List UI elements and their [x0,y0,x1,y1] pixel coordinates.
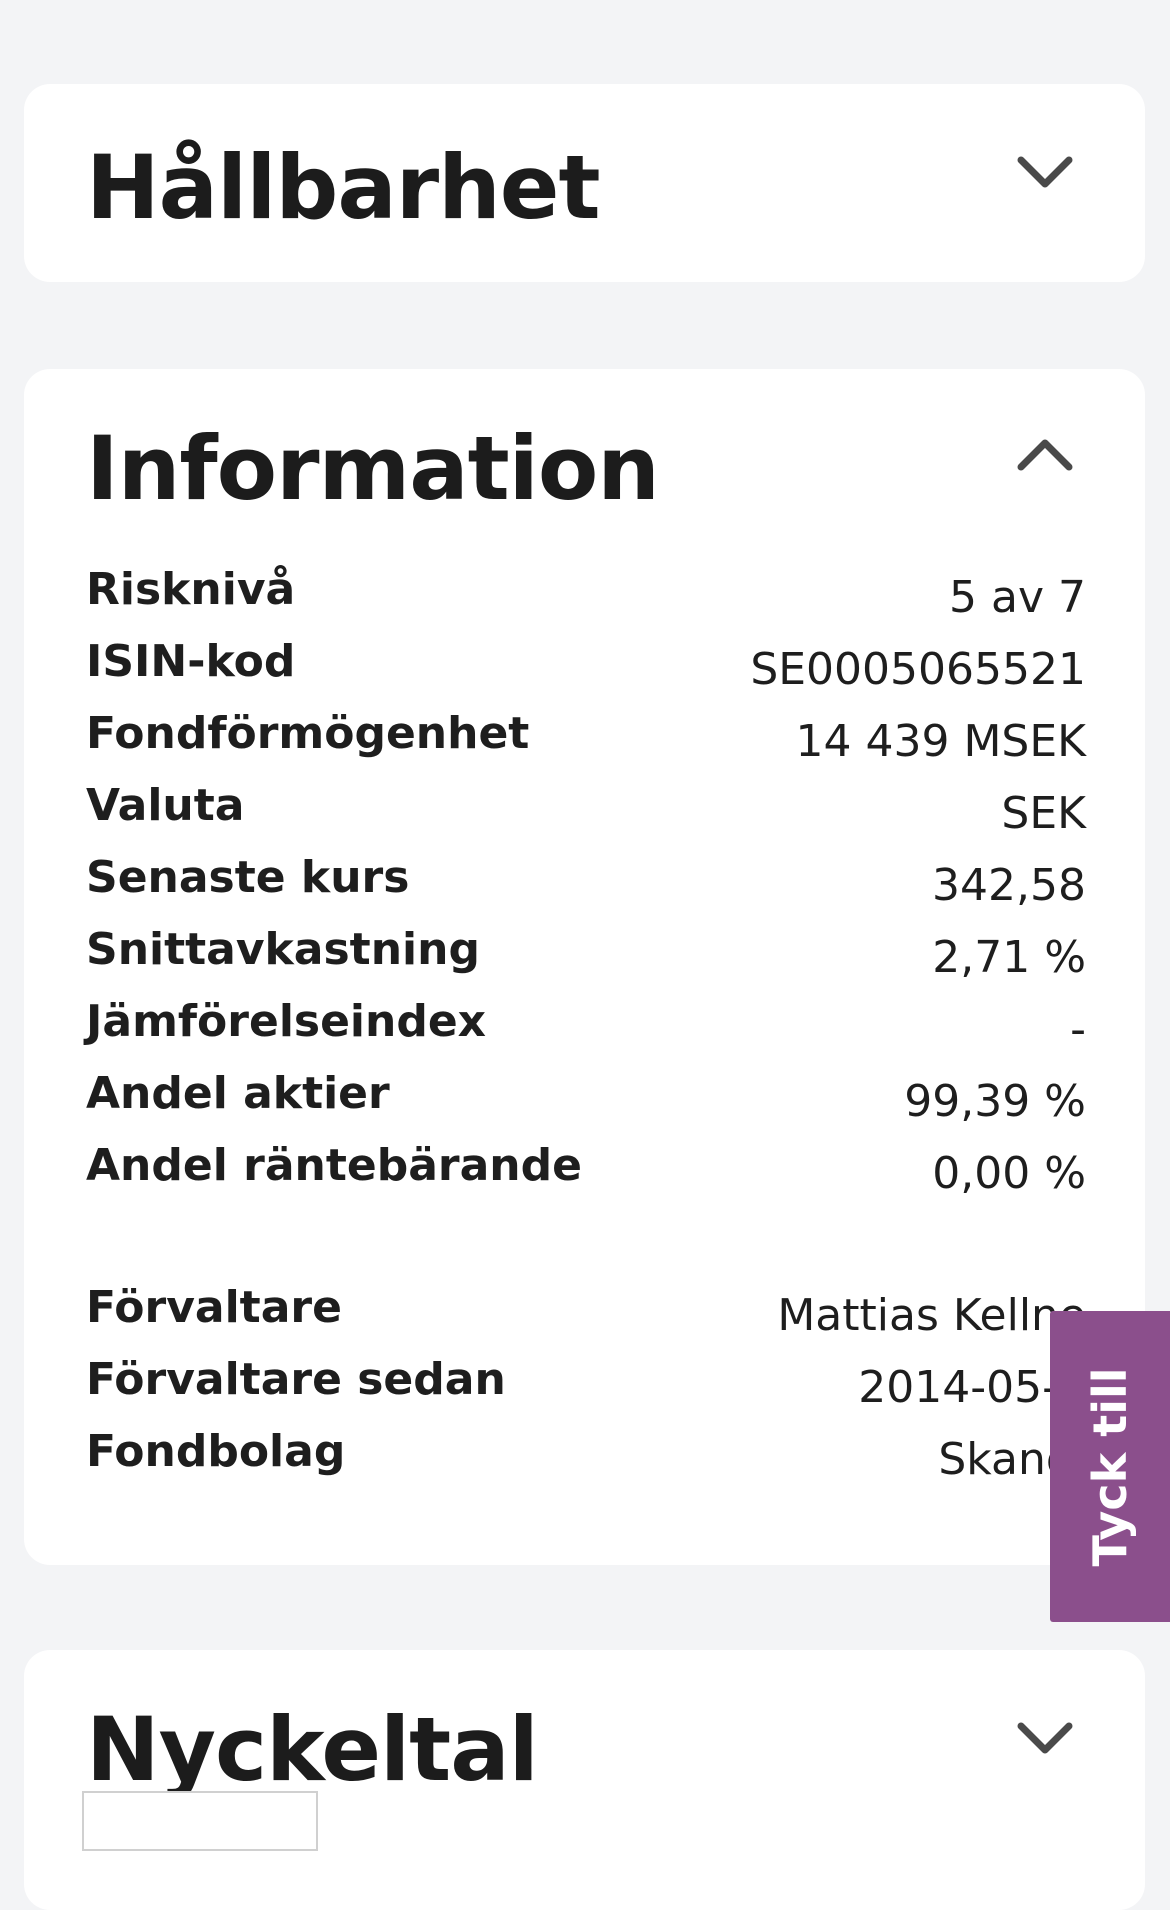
info-value: 5 av 7 [949,572,1086,623]
info-value: 2,71 % [932,932,1086,983]
chevron-down-icon[interactable] [1017,1718,1073,1758]
nyckeltal-header[interactable]: Nyckeltal [24,1650,1145,1910]
hallbarhet-header[interactable]: Hållbarhet [24,84,1145,282]
bottom-overlay-box [82,1791,318,1851]
info-row-fondbolag: Fondbolag Skandi [86,1424,1086,1496]
info-label: Förvaltare [86,1282,342,1333]
info-row-isin: ISIN-kod SE0005065521 [86,634,1086,706]
info-label: ISIN-kod [86,636,296,687]
info-row-forvaltare-sedan: Förvaltare sedan 2014-05-1 [86,1352,1086,1424]
info-row-andel-aktier: Andel aktier 99,39 % [86,1066,1086,1138]
feedback-tab-button[interactable]: Tyck till [1050,1311,1170,1622]
info-row-forvaltare: Förvaltare Mattias Kellne [86,1280,1086,1352]
info-spacer [86,1210,1086,1280]
information-section: Information Risknivå 5 av 7 ISIN-kod SE0… [24,369,1145,1565]
info-value: 99,39 % [904,1076,1086,1127]
info-row-andel-rantebarande: Andel räntebärande 0,00 % [86,1138,1086,1210]
info-label: Förvaltare sedan [86,1354,506,1405]
info-row-snittavkastning: Snittavkastning 2,71 % [86,922,1086,994]
info-value: Mattias Kellne [777,1290,1086,1341]
info-label: Fondbolag [86,1426,346,1477]
info-label: Andel räntebärande [86,1140,582,1191]
info-row-senaste-kurs: Senaste kurs 342,58 [86,850,1086,922]
hallbarhet-section[interactable]: Hållbarhet [24,84,1145,282]
nyckeltal-section[interactable]: Nyckeltal [24,1650,1145,1910]
info-value: 0,00 % [932,1148,1086,1199]
chevron-down-icon[interactable] [1017,152,1073,192]
information-list: Risknivå 5 av 7 ISIN-kod SE0005065521 Fo… [86,562,1086,1496]
nyckeltal-title: Nyckeltal [86,1698,539,1801]
info-label: Fondförmögenhet [86,708,530,759]
info-label: Senaste kurs [86,852,410,903]
info-value: - [1070,1004,1086,1055]
info-value: 14 439 MSEK [795,716,1087,767]
info-row-valuta: Valuta SEK [86,778,1086,850]
info-label: Jämförelseindex [86,996,487,1047]
information-title: Information [86,417,660,520]
info-label: Risknivå [86,564,296,615]
feedback-label: Tyck till [1083,1366,1137,1567]
chevron-up-icon[interactable] [1017,435,1073,475]
info-value: SEK [1001,788,1086,839]
info-row-fondformogenhet: Fondförmögenhet 14 439 MSEK [86,706,1086,778]
info-row-jamforelseindex: Jämförelseindex - [86,994,1086,1066]
info-value: 2014-05-1 [858,1362,1086,1413]
information-header[interactable]: Information [24,369,1145,1565]
info-label: Valuta [86,780,245,831]
hallbarhet-title: Hållbarhet [86,136,601,239]
info-row-riskniva: Risknivå 5 av 7 [86,562,1086,634]
info-value: 342,58 [932,860,1086,911]
info-label: Snittavkastning [86,924,480,975]
info-label: Andel aktier [86,1068,390,1119]
info-value: SE0005065521 [750,644,1086,695]
